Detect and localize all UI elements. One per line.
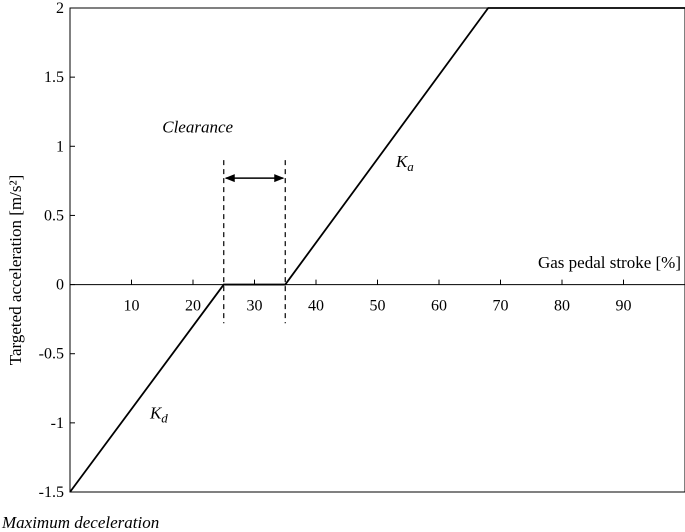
y-tick-label: 1.5 <box>44 69 64 86</box>
x-tick-label: 70 <box>493 298 509 315</box>
x-tick-label: 30 <box>247 298 263 315</box>
x-tick-label: 10 <box>124 298 140 315</box>
x-tick-group: 10 20 30 40 50 60 70 80 90 <box>124 279 632 315</box>
plot-area-frame <box>69 7 685 493</box>
x-tick-label: 40 <box>308 298 324 315</box>
y-tick-label: 0 <box>56 277 64 294</box>
y-tick-label: 0.5 <box>44 207 64 224</box>
y-tick-label: -1 <box>51 415 64 432</box>
x-axis-label: Gas pedal stroke [%] <box>538 253 681 272</box>
clearance-arrow-right-head <box>274 174 285 183</box>
maximum-deceleration-label: Maximum deceleration <box>1 513 159 532</box>
clearance-annotation: Clearance <box>162 117 286 324</box>
y-tick-label: -1.5 <box>39 484 64 501</box>
series-line <box>69 7 685 493</box>
y-tick-label: 1 <box>56 138 64 155</box>
x-tick-label: 60 <box>431 298 447 315</box>
x-tick-label: 50 <box>370 298 386 315</box>
x-tick-label: 20 <box>185 298 201 315</box>
y-tick-group: 2 1.5 1 0.5 0 -0.5 -1 -1.5 <box>39 0 75 501</box>
gain-annotation-ka: Ka <box>395 152 414 174</box>
y-axis-label: Targeted acceleration [m/s²] <box>6 175 25 366</box>
clearance-arrow-left-head <box>224 174 235 183</box>
annotation-group: Ka Kd <box>149 152 414 426</box>
clearance-label: Clearance <box>162 117 233 136</box>
y-tick-label: 2 <box>56 0 64 17</box>
gain-annotation-kd: Kd <box>149 404 168 426</box>
x-tick-label: 90 <box>616 298 632 315</box>
x-tick-label: 80 <box>554 298 570 315</box>
y-tick-label: -0.5 <box>39 346 64 363</box>
